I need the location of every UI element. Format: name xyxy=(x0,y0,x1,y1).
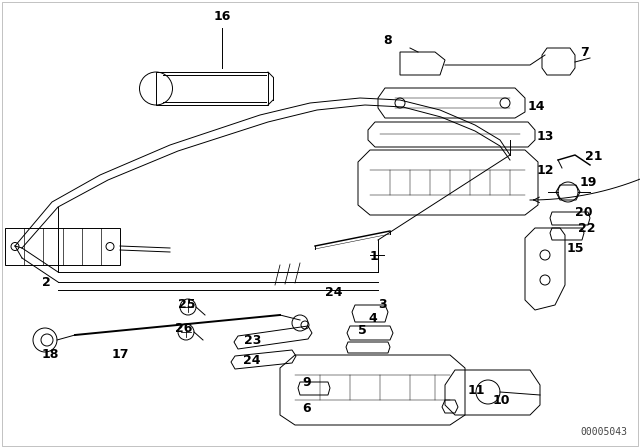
Text: 00005043: 00005043 xyxy=(580,427,627,437)
Text: 15: 15 xyxy=(567,241,584,254)
Text: 5: 5 xyxy=(358,323,367,336)
Text: 9: 9 xyxy=(302,376,310,389)
Text: 23: 23 xyxy=(244,333,261,346)
Text: 10: 10 xyxy=(493,393,511,406)
Text: 7: 7 xyxy=(580,47,589,60)
Text: 3: 3 xyxy=(378,298,387,311)
Text: 14: 14 xyxy=(528,100,545,113)
Text: 20: 20 xyxy=(575,207,593,220)
Text: 16: 16 xyxy=(214,9,232,22)
Text: 1: 1 xyxy=(370,250,379,263)
Text: 25: 25 xyxy=(178,298,195,311)
Text: 21: 21 xyxy=(585,151,602,164)
Text: 22: 22 xyxy=(578,221,595,234)
Text: 8: 8 xyxy=(383,34,392,47)
Text: 17: 17 xyxy=(112,349,129,362)
Text: 24: 24 xyxy=(325,287,342,300)
Text: 2: 2 xyxy=(42,276,51,289)
Text: 13: 13 xyxy=(537,130,554,143)
Text: 6: 6 xyxy=(302,401,310,414)
Text: 18: 18 xyxy=(42,349,60,362)
Text: 19: 19 xyxy=(580,177,597,190)
Text: 12: 12 xyxy=(537,164,554,177)
Text: 24: 24 xyxy=(243,354,260,367)
Text: 4: 4 xyxy=(368,313,377,326)
Text: 11: 11 xyxy=(468,383,486,396)
Text: 26: 26 xyxy=(175,322,193,335)
